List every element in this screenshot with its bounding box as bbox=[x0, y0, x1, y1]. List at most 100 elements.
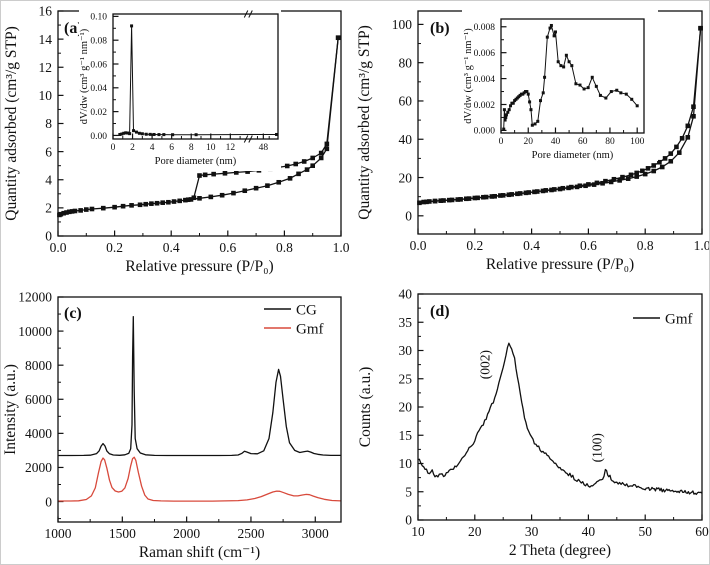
legend: CG Gmf bbox=[264, 302, 324, 337]
y-tick-label: 15 bbox=[399, 428, 413, 443]
y-axis-label: Counts (a.u.) bbox=[357, 367, 374, 448]
panel-d: 10 20 30 40 50 60 2 Theta (degree) 0 5 10 15 20 25 30… bbox=[356, 284, 709, 564]
y-tick-label: 80 bbox=[399, 55, 413, 70]
panel-letter: (a) bbox=[64, 20, 83, 37]
panel-d-svg: 10 20 30 40 50 60 2 Theta (degree) 0 5 10 15 20 25 30… bbox=[357, 287, 709, 559]
x-tick-label: 30 bbox=[525, 524, 539, 539]
panel-letter: (c) bbox=[64, 305, 82, 322]
x-tick-label: 6 bbox=[169, 143, 174, 153]
y-axis-label: Intensity (a.u.) bbox=[2, 364, 19, 455]
y-tick-label: 2000 bbox=[25, 460, 52, 475]
y-tick-label: 0 bbox=[45, 229, 52, 244]
y-axis: 0 2 4 6 8 10 12 14 16 Quantity adsorbed (cm³/g ST… bbox=[3, 4, 64, 244]
x-tick-label: 0.6 bbox=[580, 238, 597, 253]
x-tick-label: 0 bbox=[499, 137, 504, 147]
y-tick-label: 8000 bbox=[25, 358, 52, 373]
x-tick-label: 2000 bbox=[173, 526, 200, 541]
x-axis-label: Relative pressure (P/P₀) bbox=[486, 256, 634, 273]
y-tick-label: 4 bbox=[45, 172, 52, 187]
y-tick-label: 35 bbox=[399, 315, 413, 330]
panel-c-svg: 1000 1500 2000 2500 3000 Raman shift (cm⁻¹) 0 2… bbox=[2, 290, 342, 561]
y-tick-label: 60 bbox=[399, 94, 413, 109]
x-tick-label: 1.0 bbox=[694, 238, 710, 253]
x-tick-label: 1.0 bbox=[333, 240, 350, 255]
y-tick-label: 0.06 bbox=[90, 60, 107, 70]
x-tick-label: 1000 bbox=[45, 526, 72, 541]
x-axis-label: Relative pressure (P/P₀) bbox=[125, 258, 273, 275]
panel-b: 0.0 0.2 0.4 0.6 0.8 1.0 Relative pressure (P/P… bbox=[356, 1, 710, 284]
panel-b-inset-svg: 0 20 40 60 80 100 Pore diameter (nm) 0.000 0.002… bbox=[462, 9, 658, 161]
x-tick-label: 0.2 bbox=[106, 240, 123, 255]
y-tick-label: 20 bbox=[399, 170, 413, 185]
y-tick-label: 4000 bbox=[25, 426, 52, 441]
y-tick-label: 0.02 bbox=[90, 108, 107, 118]
y-axis-label: Quantity adsorbed (cm³/g STP) bbox=[3, 26, 20, 221]
y-tick-label: 0.002 bbox=[474, 101, 496, 111]
x-tick-label: 0 bbox=[111, 143, 116, 153]
panel-c: 1000 1500 2000 2500 3000 Raman shift (cm⁻¹) 0 2… bbox=[1, 284, 356, 564]
x-tick-label: 0.8 bbox=[276, 240, 293, 255]
y-tick-label: 0.08 bbox=[90, 37, 107, 47]
panel-letter: (d) bbox=[430, 303, 450, 320]
y-tick-label: 14 bbox=[39, 32, 53, 47]
y-tick-label: 12 bbox=[39, 60, 53, 75]
peak-annotation: (100) bbox=[589, 433, 604, 462]
y-tick-label: 10 bbox=[399, 456, 413, 471]
y-tick-label: 25 bbox=[399, 371, 413, 386]
x-axis-label: Raman shift (cm⁻¹) bbox=[139, 544, 260, 561]
y-tick-label: 0 bbox=[45, 494, 52, 509]
series-Gmf-spectrum bbox=[58, 456, 342, 502]
series-desorption-branch bbox=[424, 25, 703, 205]
x-tick-label: 100 bbox=[630, 137, 645, 147]
x-tick-label: 1500 bbox=[109, 526, 136, 541]
y-tick-label: 0.008 bbox=[474, 23, 496, 33]
x-axis: 0.0 0.2 0.4 0.6 0.8 1.0 Relative pressure (P/P… bbox=[410, 228, 710, 273]
y-tick-label: 16 bbox=[39, 4, 53, 19]
x-tick-label: 2 bbox=[130, 143, 135, 153]
y-tick-label: 30 bbox=[399, 343, 413, 358]
y-axis: 0 2000 4000 6000 8000 10000 12000 Intensity (a.… bbox=[2, 290, 64, 520]
y-tick-label: 0 bbox=[405, 513, 412, 528]
y-tick-label: 0.00 bbox=[90, 132, 107, 142]
legend-label: CG bbox=[296, 302, 317, 318]
y-tick-label: 0 bbox=[405, 209, 412, 224]
y-tick-label: 8 bbox=[45, 116, 52, 131]
x-tick-label: 40 bbox=[582, 524, 596, 539]
x-tick-label: 0.0 bbox=[50, 240, 67, 255]
x-tick-label: 8 bbox=[189, 143, 194, 153]
y-axis-label: Quantity adsorbed (cm³/g STP) bbox=[356, 25, 373, 220]
x-tick-label: 60 bbox=[578, 137, 588, 147]
series-Gmf-xrd bbox=[417, 342, 703, 496]
y-axis: 0 20 40 60 80 100 Quantity adsorbed (cm³/g STP… bbox=[356, 17, 424, 224]
x-tick-label: 48 bbox=[259, 143, 269, 153]
y-tick-label: 20 bbox=[399, 400, 413, 415]
y-tick-label: 40 bbox=[399, 287, 413, 302]
series-CG-spectrum bbox=[58, 315, 341, 457]
y-tick-label: 0.006 bbox=[474, 49, 496, 59]
y-tick-label: 0.000 bbox=[474, 127, 496, 137]
y-tick-label: 12000 bbox=[18, 290, 52, 305]
legend-label: Gmf bbox=[665, 311, 693, 327]
panel-a: 0.0 0.2 0.4 0.6 0.8 1.0 Relative pressure (P/P… bbox=[1, 1, 356, 284]
y-axis: 0 5 10 15 20 25 30 35 40 Counts (a.u.) bbox=[357, 287, 424, 528]
x-tick-label: 20 bbox=[523, 137, 533, 147]
legend-label: Gmf bbox=[296, 321, 324, 337]
x-tick-label: 10 bbox=[206, 143, 216, 153]
x-tick-label: 20 bbox=[468, 524, 482, 539]
x-tick-label: 0.4 bbox=[163, 240, 180, 255]
y-tick-label: 100 bbox=[392, 17, 413, 32]
legend: Gmf bbox=[633, 311, 693, 327]
x-tick-label: 2500 bbox=[237, 526, 264, 541]
y-tick-label: 6 bbox=[45, 144, 52, 159]
panel-letter: (b) bbox=[430, 20, 450, 37]
x-tick-label: 0.2 bbox=[466, 238, 483, 253]
panel-a-svg: 0.0 0.2 0.4 0.6 0.8 1.0 Relative pressure (P/P… bbox=[3, 4, 350, 275]
x-axis-label: 2 Theta (degree) bbox=[509, 542, 611, 559]
x-tick-label: 0.4 bbox=[523, 238, 540, 253]
y-tick-label: 0.10 bbox=[90, 13, 107, 23]
y-tick-label: 10000 bbox=[18, 324, 52, 339]
